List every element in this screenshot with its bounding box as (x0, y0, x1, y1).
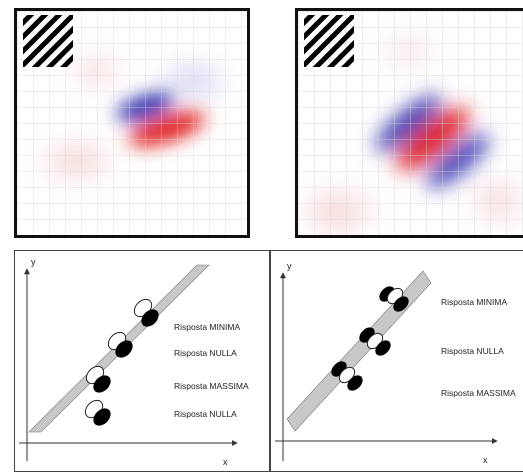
diagonal-stripes-icon (304, 15, 354, 67)
receptive-field-left-svg (17, 11, 247, 235)
y-axis-label: y (31, 257, 36, 267)
response-label: Risposta MASSIMA (174, 381, 249, 391)
x-axis-label: x (223, 457, 228, 467)
response-label: Risposta MINIMA (441, 297, 507, 307)
response-diagram-left: y x Risposta MINIMA Risposta NULLA Rispo… (14, 250, 270, 472)
diagonal-stripes-icon (23, 15, 73, 67)
response-diagram-right: y x Risposta MINIMA Risposta NULLA Rispo… (270, 250, 523, 472)
stimulus-bar (287, 271, 431, 431)
receptive-field-map-right (295, 8, 523, 238)
response-diagram-right-svg: y x Risposta MINIMA Risposta NULLA Rispo… (271, 251, 523, 471)
response-label: Risposta MINIMA (174, 322, 240, 332)
receptive-field-map-left (14, 8, 250, 238)
response-label: Risposta MASSIMA (441, 388, 516, 398)
response-label: Risposta NULLA (441, 346, 504, 356)
receptive-field-pair (131, 296, 162, 330)
response-label: Risposta NULLA (174, 348, 237, 358)
response-label: Risposta NULLA (174, 409, 237, 419)
response-diagram-left-svg: y x Risposta MINIMA Risposta NULLA Rispo… (15, 251, 269, 471)
receptive-field-pair (83, 363, 114, 396)
receptive-field-right-svg (298, 11, 523, 235)
receptive-field-pair (82, 397, 114, 429)
y-axis-label: y (287, 261, 292, 271)
x-axis-label: x (483, 455, 488, 465)
